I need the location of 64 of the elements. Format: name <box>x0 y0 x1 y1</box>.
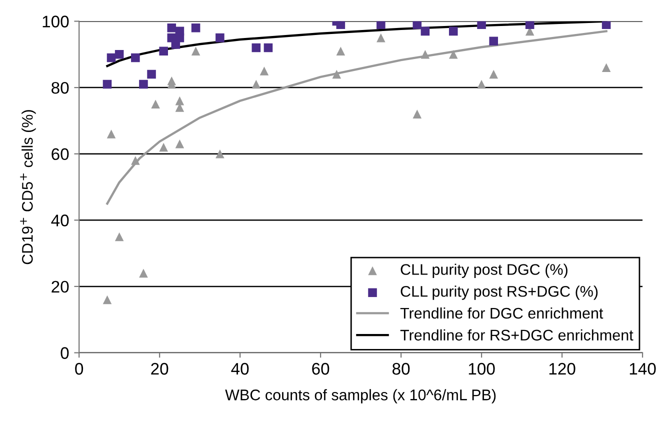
point <box>159 142 168 152</box>
point <box>106 130 116 138</box>
point <box>336 21 346 29</box>
point <box>602 21 611 29</box>
x-tick-label: 120 <box>549 362 576 375</box>
point <box>376 33 386 42</box>
x-tick-label: 0 <box>75 362 84 375</box>
legend-label: Trendline for RS+DGC enrichment <box>400 329 634 341</box>
point <box>131 53 140 62</box>
y-tick-label: 0 <box>60 347 69 359</box>
point <box>102 80 112 89</box>
point <box>114 232 124 242</box>
point <box>412 21 422 29</box>
point <box>602 63 611 72</box>
point <box>167 23 176 32</box>
x-tick-label: 100 <box>468 362 495 375</box>
point <box>489 70 498 79</box>
line-series <box>106 30 608 205</box>
point <box>477 21 486 29</box>
point <box>114 50 124 59</box>
x-tick-label: 140 <box>630 362 656 375</box>
y-axis-title: CD19$^{+}$ CD5$^{+}$ cells (%) <box>20 110 36 264</box>
point <box>336 46 346 56</box>
point <box>332 70 342 79</box>
point <box>159 46 168 56</box>
x-tick-label: 20 <box>151 362 168 375</box>
point <box>106 53 116 62</box>
point <box>216 33 224 42</box>
point <box>175 33 184 42</box>
y-tick-label: 100 <box>42 16 69 28</box>
y-tick-label: 20 <box>52 280 69 293</box>
x-tick-label: 40 <box>231 362 249 375</box>
point <box>264 43 273 52</box>
point <box>420 50 430 59</box>
y-tick-label: 80 <box>52 82 69 94</box>
legend-label: Trendline for DGC enrichment <box>400 307 604 319</box>
point <box>448 50 458 59</box>
x-tick-label: 60 <box>312 362 330 375</box>
point <box>191 23 200 32</box>
point <box>448 26 458 36</box>
point <box>139 268 148 278</box>
legend-label: CLL purity post DGC (%) <box>400 264 568 278</box>
point <box>412 110 422 118</box>
legend-label: CLL purity post RS+DGC (%) <box>400 286 598 300</box>
point <box>477 80 486 89</box>
point <box>151 100 160 109</box>
point <box>191 46 200 56</box>
point <box>147 70 156 79</box>
point <box>139 80 148 89</box>
point <box>216 149 224 158</box>
x-tick-label: 80 <box>392 362 410 375</box>
point <box>175 140 184 148</box>
x-axis-title: WBC counts of samples (x 10^6/mL PB) <box>225 389 496 404</box>
point <box>376 21 386 29</box>
point <box>525 21 534 29</box>
point <box>252 43 261 52</box>
point <box>260 66 269 76</box>
y-tick-label: 40 <box>51 214 69 226</box>
y-tick-label: 60 <box>52 148 69 160</box>
point <box>489 36 498 46</box>
point <box>252 80 261 89</box>
point <box>102 295 112 304</box>
point <box>131 156 140 165</box>
point <box>420 26 430 36</box>
